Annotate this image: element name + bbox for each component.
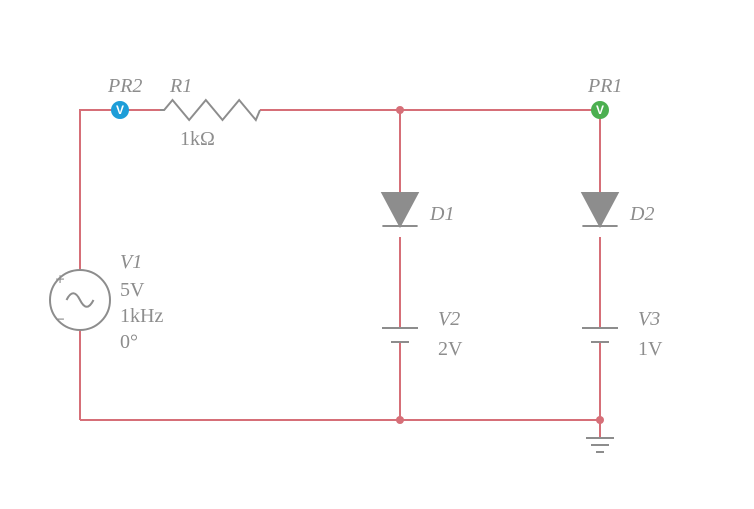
- ground-symbol: [586, 438, 614, 452]
- node-bot-right: [596, 416, 604, 424]
- v3-name-label: V3: [638, 308, 660, 330]
- wire-net: [80, 110, 600, 438]
- node-top-mid: [396, 106, 404, 114]
- svg-text:+: +: [55, 272, 64, 289]
- v1-name-label: V1: [120, 251, 142, 273]
- battery-v3: [582, 328, 618, 342]
- v2-name-label: V2: [438, 308, 460, 330]
- probe-pr1: V PR1: [587, 75, 622, 119]
- r1-value-label: 1kΩ: [180, 128, 215, 150]
- probe-pr2: V PR2: [107, 75, 142, 119]
- svg-text:V: V: [596, 103, 604, 117]
- node-bot-mid: [396, 416, 404, 424]
- r1-name-label: R1: [169, 75, 192, 97]
- d2-name-label: D2: [629, 203, 654, 225]
- resistor-r1: [160, 100, 260, 120]
- circuit-schematic: + − V PR2 V PR1 R1 1kΩ V1 5: [0, 0, 754, 509]
- svg-text:V: V: [116, 103, 124, 117]
- d1-name-label: D1: [429, 203, 454, 225]
- battery-v2: [382, 328, 418, 342]
- ac-source-v1: + −: [50, 270, 110, 330]
- diode-d1: [382, 193, 417, 226]
- v2-value-label: 2V: [438, 338, 463, 360]
- probe-pr1-label: PR1: [587, 75, 622, 97]
- v1-amp-label: 5V: [120, 279, 145, 301]
- v3-value-label: 1V: [638, 338, 663, 360]
- probe-pr2-label: PR2: [107, 75, 142, 97]
- svg-text:−: −: [55, 312, 64, 329]
- v1-phase-label: 0°: [120, 331, 138, 353]
- diode-d2: [582, 193, 617, 226]
- v1-freq-label: 1kHz: [120, 305, 163, 327]
- wire-top-left: [80, 110, 160, 270]
